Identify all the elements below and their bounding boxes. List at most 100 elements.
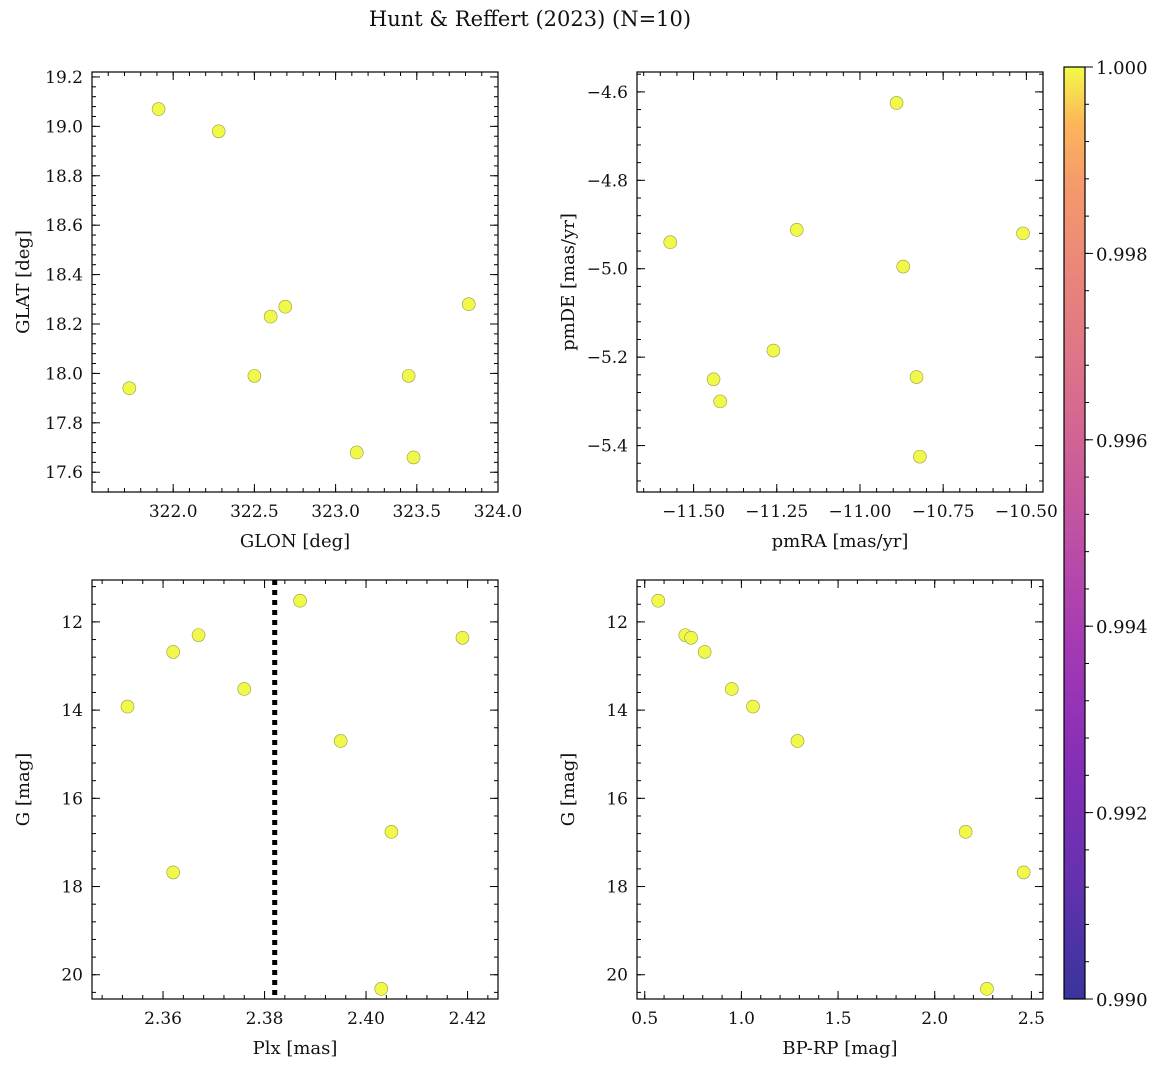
x-axis-label: Plx [mas] — [253, 1038, 338, 1059]
y-tick-label: 18.8 — [45, 167, 83, 187]
data-point — [374, 982, 389, 996]
axes-frame — [91, 71, 499, 493]
data-point — [455, 630, 470, 645]
y-tick-label: 18.4 — [45, 266, 83, 286]
y-axis-label: GLAT [deg] — [13, 230, 34, 334]
y-tick-label: 12 — [61, 613, 83, 633]
data-point — [713, 394, 727, 409]
x-tick-label: 2.36 — [144, 1009, 182, 1029]
data-point — [706, 372, 721, 387]
data-point — [651, 593, 666, 608]
colorbar-frame — [1063, 66, 1086, 1000]
y-axis-label: pmDE [mas/yr] — [558, 213, 579, 351]
colorbar-tick-label: 0.990 — [1096, 990, 1148, 1011]
x-tick-label: 1.0 — [728, 1009, 755, 1029]
colorbar-tick-label: 0.996 — [1096, 431, 1148, 452]
subplot-3: 2.36 2.38 2.40 2.42 12 14 16 18 20 Plx [mas] G [ma… — [13, 579, 499, 1059]
y-tick-label: 19.0 — [45, 117, 83, 137]
y-tick-label: 18 — [61, 878, 83, 898]
data-point — [278, 299, 293, 314]
x-tick-label: 1.5 — [825, 1009, 852, 1029]
data-point — [789, 223, 804, 237]
x-tick-label: 2.5 — [1018, 1009, 1045, 1029]
data-point — [461, 297, 476, 312]
x-axis-label: pmRA [mas/yr] — [772, 531, 909, 552]
subplot-2: −11.50 −11.25 −11.00 −10.75 −10.50 −5.4 −5.2 −5… — [558, 71, 1058, 552]
x-tick-label: 324.0 — [474, 502, 523, 522]
y-axis-label: G [mag] — [13, 753, 34, 826]
x-tick-label: −11.25 — [745, 502, 808, 522]
y-tick-label: −5.4 — [587, 437, 628, 457]
y-tick-label: 16 — [61, 789, 83, 809]
y-tick-label: −5.0 — [587, 260, 628, 280]
y-tick-label: 18.0 — [45, 364, 83, 384]
subplot-1: 322.0 322.5 323.0 323.5 324.0 17.6 17.8 18.0 18.… — [13, 68, 522, 552]
colorbar-tick-label: 0.994 — [1096, 617, 1148, 638]
x-tick-label: −11.50 — [662, 502, 725, 522]
data-point — [401, 369, 416, 383]
x-tick-label: 323.0 — [311, 502, 360, 522]
x-tick-label: 2.0 — [921, 1009, 948, 1029]
data-point — [122, 381, 137, 396]
y-tick-label: 14 — [61, 701, 83, 721]
x-axis-label: GLON [deg] — [240, 531, 350, 552]
data-point — [333, 734, 348, 748]
data-point — [909, 370, 924, 384]
data-point — [263, 309, 278, 324]
data-point — [896, 259, 911, 274]
axes-frame — [636, 71, 1044, 493]
data-point — [151, 102, 166, 116]
minor-ticks — [637, 580, 1043, 999]
colorbar-ticks: 0.990 0.992 0.994 0.996 0.998 1.000 — [1085, 58, 1148, 1011]
data-point — [684, 630, 698, 645]
x-tick-label: −10.75 — [912, 502, 975, 522]
y-tick-label: 18 — [606, 878, 628, 898]
data-point — [913, 449, 927, 464]
y-tick-label: 17.6 — [45, 463, 83, 483]
x-tick-label: 322.0 — [149, 502, 198, 522]
y-axis-label: G [mag] — [558, 753, 579, 826]
minor-ticks — [91, 72, 499, 493]
data-point — [191, 628, 206, 642]
data-point — [1016, 865, 1031, 880]
colorbar-tick-label: 1.000 — [1096, 58, 1148, 79]
data-point — [166, 865, 180, 880]
data-point — [166, 645, 180, 659]
y-tick-label: 18.6 — [45, 216, 83, 236]
x-tick-label: 322.5 — [230, 502, 279, 522]
y-tick-label: 14 — [606, 701, 628, 721]
x-tick-label: 323.5 — [392, 502, 441, 522]
minor-ticks — [92, 580, 498, 999]
x-tick-label: −11.00 — [829, 502, 892, 522]
data-point — [889, 96, 904, 110]
y-tick-label: 20 — [61, 966, 83, 986]
colorbar: 0.990 0.992 0.994 0.996 0.998 1.000 — [1063, 58, 1148, 1011]
data-point — [980, 982, 994, 996]
y-tick-label: −5.2 — [587, 348, 628, 368]
colorbar-tick-label: 0.992 — [1096, 804, 1148, 825]
minor-ticks — [637, 72, 1044, 492]
data-point — [790, 734, 805, 748]
colorbar-tick-label: 0.998 — [1096, 244, 1148, 265]
data-point — [406, 450, 421, 465]
data-point — [293, 593, 307, 608]
y-tick-label: 12 — [606, 613, 628, 633]
data-point — [697, 645, 712, 659]
x-tick-label: −10.50 — [995, 502, 1058, 522]
data-point — [663, 235, 678, 250]
data-point — [237, 682, 252, 696]
y-tick-label: 16 — [606, 789, 628, 809]
x-tick-label: 2.42 — [449, 1009, 487, 1029]
y-tick-label: −4.6 — [587, 83, 628, 103]
axes-frame — [91, 579, 499, 1000]
x-tick-label: 2.40 — [347, 1009, 385, 1029]
colorbar-gradient — [1064, 67, 1085, 999]
x-tick-label: 0.5 — [631, 1009, 658, 1029]
data-point — [1016, 226, 1030, 241]
figure-title: Hunt & Reffert (2023) (N=10) — [369, 7, 691, 31]
x-tick-label: 2.38 — [246, 1009, 284, 1029]
data-point — [120, 699, 135, 714]
data-point — [211, 124, 226, 139]
subplot-grid: 322.0 322.5 323.0 323.5 324.0 17.6 17.8 18.0 18.… — [13, 68, 1058, 1059]
